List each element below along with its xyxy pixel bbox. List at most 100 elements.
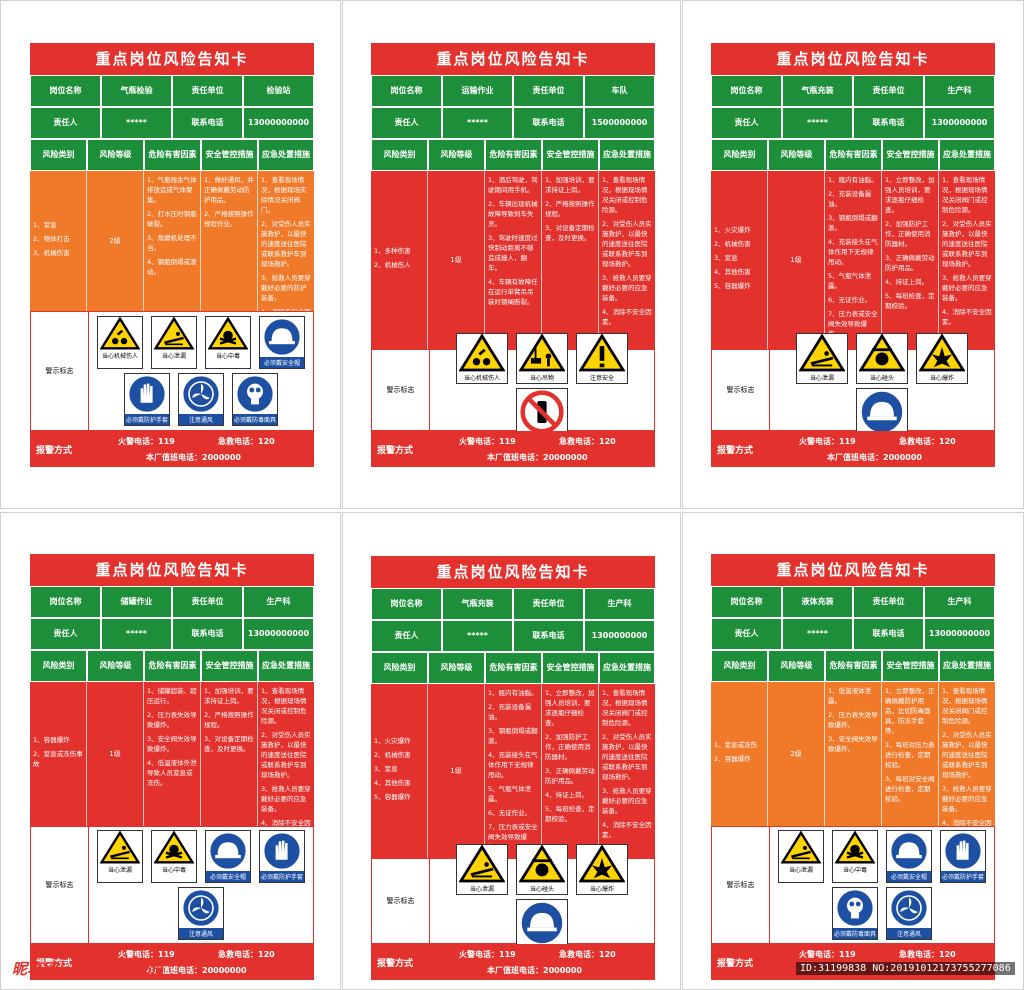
hazards-item: 3、安全阀失效导致爆炸。 xyxy=(828,735,878,753)
card-title: 重点岗位风险告知卡 xyxy=(30,43,314,75)
helmet-icon xyxy=(262,317,302,357)
emergency-item: 1、查看现场情况，根据现场情况关闭阀门或控制危险源。 xyxy=(602,689,648,727)
card-title: 重点岗位风险告知卡 xyxy=(711,43,995,75)
phone-value: 1500000000 xyxy=(584,107,655,139)
person-label: 责任人 xyxy=(711,618,782,650)
emergency-item: 3、抢救人员要穿戴好必要的应急装备。 xyxy=(602,274,652,302)
categories-item: 3、机械伤害 xyxy=(33,249,70,257)
header-row: 风险类别 风险等级 危险有害因素 安全管控措施 应急处置措施 xyxy=(371,652,655,684)
card-title: 重点岗位风险告知卡 xyxy=(371,43,655,75)
sign-caption: 当心爆炸 xyxy=(929,375,954,382)
sign-mask: 必须戴防毒面具 xyxy=(832,887,878,940)
column-header: 安全管控措施 xyxy=(882,650,939,682)
controls-item: 1、加强培训，要求持证上岗。 xyxy=(204,687,254,705)
aid-phone: 急救电话：120 xyxy=(559,437,616,446)
hazards-item: 2、打水压时钢瓶破裂。 xyxy=(147,210,197,228)
person-value: ***** xyxy=(782,107,853,139)
sign-caption: 注意通风 xyxy=(887,928,931,939)
emergency-item: 4、消除不安全因素。 xyxy=(942,819,992,826)
column-header: 风险等级 xyxy=(768,650,825,682)
warning-signs: 警示标志 当心机械伤人 当心吊物 注意安全 禁止打手机 xyxy=(371,333,655,447)
hazards-item: 3、安全阀失效导致爆炸。 xyxy=(147,735,197,753)
post-row: 岗位名称 气瓶检验 责任单位 检验站 xyxy=(30,75,314,107)
risk-card-3: 重点岗位风险告知卡 岗位名称 气瓶充装 责任单位 生产科 责任人 ***** 联… xyxy=(711,43,995,467)
person-row: 责任人 ***** 联系电话 13000000000 xyxy=(711,618,995,650)
phone-value: 13000000000 xyxy=(924,618,995,650)
dept-value: 生产科 xyxy=(584,588,655,620)
controls-item: 2、严格按照操作规程。 xyxy=(545,200,595,218)
post-name-label: 岗位名称 xyxy=(30,75,101,107)
watermark-brand: 昵享网 xyxy=(12,960,58,978)
header-row: 风险类别 风险等级 危险有害因素 安全管控措施 应急处置措施 xyxy=(30,650,314,682)
risk-level: 1级 xyxy=(428,684,485,858)
sign-caption: 当心泄漏 xyxy=(809,375,834,382)
risk-body: 1、多种伤害 2、机械伤人 1级 1、酒后驾驶，驾驶期间用手机。 2、车辆出现机械故… xyxy=(371,171,655,349)
column-header: 安全管控措施 xyxy=(882,139,939,171)
alarm-label: 报警方式 xyxy=(36,446,73,456)
hazards: 1、低温液体泄露。 2、压力表失效导致爆炸。 3、安全阀失效导致爆炸。 xyxy=(825,682,882,826)
risk-categories: 1、容器爆炸 2、窒息或冻伤事故 xyxy=(30,682,87,826)
person-row: 责任人 ***** 联系电话 1500000000 xyxy=(371,107,655,139)
risk-level: 1级 xyxy=(768,171,825,349)
gloves-icon xyxy=(943,831,983,871)
dept-value: 检验站 xyxy=(243,75,314,107)
sign-caption: 必须戴防护手套 xyxy=(125,414,169,425)
phone-label: 联系电话 xyxy=(172,107,243,139)
aid-phone: 急救电话：120 xyxy=(559,950,616,959)
sign-label: 警示标志 xyxy=(31,312,89,430)
controls-item: 3、对设备定期检查，及时更换。 xyxy=(545,224,595,242)
sign-caption: 当心爆炸 xyxy=(589,886,614,893)
hazards-item: 3、角磨机处理不当。 xyxy=(147,234,197,252)
emergency: 1、查看现场情况，根据现场情况关闭或控制危险源。 2、对受伤人员实施救护，以最快的… xyxy=(258,682,314,826)
emergency-item: 4、消除不安全因素。 xyxy=(602,821,652,839)
emergency-item: 4、消除不安全因素。 xyxy=(261,307,311,311)
header-row: 风险类别 风险等级 危险有害因素 安全管控措施 应急处置措施 xyxy=(371,139,655,171)
sign-caption: 当心中毒 xyxy=(161,867,186,874)
emergency-item: 1、查看现场情况，根据现场情况关闭阀门或控制危险源。 xyxy=(942,176,988,214)
hazards-item: 4、低温液体外泄导致人员窒息或冻伤。 xyxy=(147,759,197,787)
emergency-item: 3、抢救人员要穿戴好必要的应急装备。 xyxy=(942,274,992,302)
column-header: 安全管控措施 xyxy=(201,650,258,682)
hazards-item: 4、车辆有故障任在运行单臂吊吊装时钢绳断裂。 xyxy=(488,278,538,306)
poison-icon xyxy=(208,317,248,350)
header-row: 风险类别 风险等级 危险有害因素 安全管控措施 应急处置措施 xyxy=(711,139,995,171)
bump-head-icon xyxy=(519,845,565,883)
helmet-icon xyxy=(519,900,565,946)
fire-phone: 火警电话：119 xyxy=(799,437,856,446)
sign-caption: 当心碰头 xyxy=(529,886,554,893)
categories-item: 1、火灾爆炸 xyxy=(374,737,411,745)
emergency-item: 3、抢救人员要穿戴好必要的应急装备。 xyxy=(261,785,311,813)
emergency-item: 3、抢救人员要穿戴好必要的应急装备。 xyxy=(602,787,652,815)
sign-helmet: 必须戴安全帽 xyxy=(886,830,932,883)
card-title: 重点岗位风险告知卡 xyxy=(371,556,655,588)
ventilation-icon xyxy=(889,888,929,928)
phone-value: 13000000000 xyxy=(243,618,314,650)
sign-gloves: 必须戴防护手套 xyxy=(940,830,986,883)
column-header: 风险类别 xyxy=(711,139,768,171)
column-header: 风险等级 xyxy=(768,139,825,171)
controls-item: 1、加强培训，要求持证上岗。 xyxy=(545,176,595,194)
sign-area: 当心机械伤人 当心泄漏 当心中毒 必须戴安全帽 必须戴防护手套 注意通风 必须戴… xyxy=(89,312,313,430)
explosion-icon xyxy=(919,334,965,372)
categories-item: 4、其他伤害 xyxy=(714,268,751,276)
risk-level: 1级 xyxy=(428,171,485,349)
hazards-item: 1、瓶内有油脂。 xyxy=(828,176,878,184)
risk-level: 1级 xyxy=(87,682,144,826)
alarm-label: 报警方式 xyxy=(377,959,414,969)
sign-caption: 必须戴安全帽 xyxy=(206,871,250,882)
plant-phone: 本厂值班电话：2000000 xyxy=(827,453,922,462)
person-value: ***** xyxy=(442,620,513,652)
warning-signs: 警示标志 当心泄漏 当心中毒 必须戴安全帽 必须戴防护手套 注意通风 xyxy=(30,826,314,944)
risk-body: 1、容器爆炸 2、窒息或冻伤事故 1级 1、储罐超装、超压运行。 2、压力表失效导致… xyxy=(30,682,314,826)
sign-caption: 注意通风 xyxy=(179,928,223,939)
post-name-label: 岗位名称 xyxy=(30,586,101,618)
phone-value: 1300000000 xyxy=(584,620,655,652)
hazards-item: 1、气瓶残余气体排放造成气体聚集。 xyxy=(147,176,197,204)
sign-caption: 注意通风 xyxy=(179,414,223,425)
categories-item: 2、窒息或冻伤事故 xyxy=(33,750,83,768)
person-label: 责任人 xyxy=(30,618,101,650)
post-name-value: 气瓶充装 xyxy=(442,588,513,620)
post-name-label: 岗位名称 xyxy=(371,75,442,107)
card-title: 重点岗位风险告知卡 xyxy=(30,554,314,586)
controls: 1、立即整改，加强人员培训，要求逐瓶仔细检查。 2、加强防护工作，正确使用消防器材… xyxy=(882,171,939,349)
